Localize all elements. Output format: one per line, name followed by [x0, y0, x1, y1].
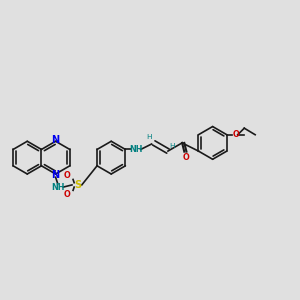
Text: H: H [147, 134, 152, 140]
Text: N: N [52, 135, 60, 145]
Text: O: O [63, 171, 70, 180]
Text: O: O [63, 190, 70, 199]
Text: NH: NH [130, 145, 143, 154]
Text: O: O [232, 130, 239, 139]
Text: S: S [74, 180, 81, 190]
Text: NH: NH [51, 183, 64, 192]
Text: H: H [169, 142, 175, 148]
Text: O: O [183, 153, 190, 162]
Text: N: N [52, 170, 60, 180]
